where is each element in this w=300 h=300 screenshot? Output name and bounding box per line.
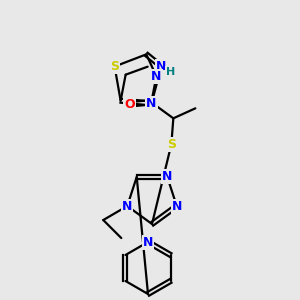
Text: O: O (124, 98, 135, 111)
Text: N: N (143, 236, 153, 248)
Text: N: N (122, 200, 133, 212)
Text: N: N (172, 200, 182, 212)
Text: N: N (151, 70, 161, 83)
Text: N: N (162, 170, 172, 184)
Text: S: S (167, 138, 176, 151)
Text: S: S (110, 60, 119, 73)
Text: N: N (156, 60, 167, 73)
Text: N: N (146, 97, 157, 110)
Text: H: H (166, 67, 175, 77)
